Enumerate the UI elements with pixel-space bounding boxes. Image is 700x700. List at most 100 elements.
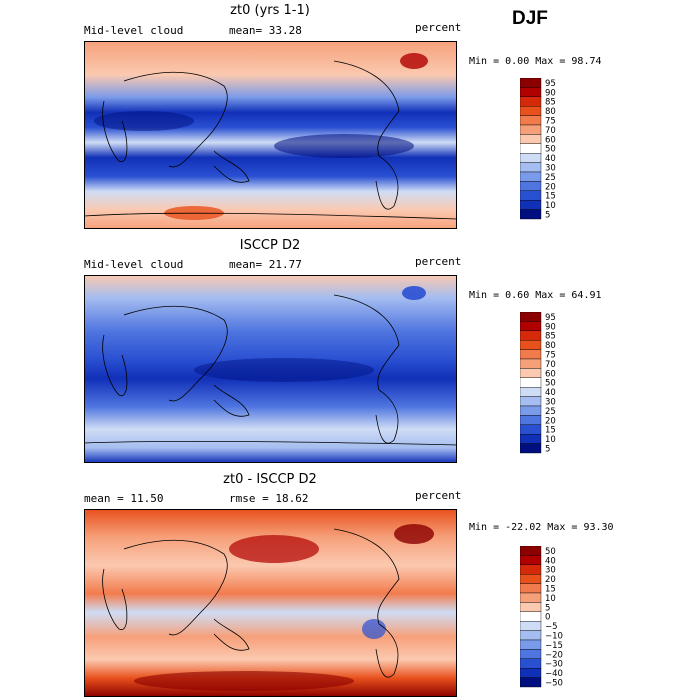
panel1-high-spot [400,53,428,69]
panel3-min-value: -22.02 [505,522,542,533]
colorbar-swatch [520,649,542,660]
panel3-min-label: Min = [469,522,500,533]
panel2-coast-australia [213,384,250,417]
colorbar-tick-label: 20 [545,182,556,192]
panel1-coast-africa [102,100,128,162]
colorbar-tick-label: 80 [545,107,556,117]
colorbar-swatch [520,162,542,173]
colorbar-tick-label: 30 [545,566,556,576]
panel1-mean: mean= 33.28 [229,24,302,37]
colorbar-tick-label: 5 [545,211,550,221]
panel2-frame [84,275,457,463]
panel1-coastlines [84,60,457,220]
panel3-pacific-high [229,535,319,563]
colorbar-swatch [520,115,542,126]
panel3-coast-eurasia [123,539,228,636]
colorbar-tick-label: −5 [545,622,558,632]
panel3-mean-label: mean = [84,492,124,505]
colorbar-tick-label: 80 [545,341,556,351]
colorbar-swatch [520,611,542,622]
colorbar-tick-label: 95 [545,313,556,323]
panel1-coast-namerica [333,60,400,157]
colorbar-tick-label: 10 [545,435,556,445]
colorbar-swatch [520,134,542,145]
panel3-south-high [134,671,354,691]
panel2-mean: mean= 21.77 [229,258,302,271]
colorbar-tick-label: 20 [545,575,556,585]
colorbar-tick-label: 30 [545,398,556,408]
panel3-max-value: 93.30 [583,522,614,533]
colorbar-tick-label: 95 [545,79,556,89]
panel2-max-label: Max = [535,290,566,301]
panel2-units: percent [415,255,462,268]
panel1-stats: Min = 0.00 Max = 98.74 [469,56,602,67]
panel1-max-value: 98.74 [571,56,602,67]
colorbar-swatch [520,677,542,688]
colorbar-tick-label: −50 [545,679,563,689]
panel1-coast-antarctica [84,212,457,220]
colorbar-swatch [520,349,542,360]
panel2-mean-label: mean= [229,258,263,271]
panel3-rmse-label: rmse = [229,492,269,505]
colorbar-tick-label: 40 [545,556,556,566]
colorbar-swatch [520,321,542,331]
colorbar-tick-label: 15 [545,192,556,202]
colorbar-swatch [520,667,542,678]
panel2-coast-antarctica [84,440,457,446]
panel1-tropics-low [94,111,194,131]
panel2-map [84,275,457,463]
panel2-title: ISCCP D2 [239,238,301,253]
panel3-mean: mean = 11.50 [84,492,164,505]
panel3-rmse-value: 18.62 [275,492,309,505]
colorbar-swatch [520,199,542,210]
panel1-mean-value: 33.28 [268,24,302,37]
colorbar-tick-label: 50 [545,379,556,389]
colorbar-tick-label: −20 [545,650,563,660]
panel2-min-value: 0.60 [505,290,530,301]
colorbar-tick-label: 60 [545,369,556,379]
colorbar-tick-label: 90 [545,88,556,98]
panel2-mean-value: 21.77 [268,258,302,271]
panel3-stats: Min = -22.02 Max = 93.30 [469,522,614,533]
colorbar-tick-label: 15 [545,585,556,595]
colorbar-tick-label: 40 [545,154,556,164]
colorbar-swatch [520,171,542,182]
panel1-max-label: Max = [535,56,566,67]
colorbar-tick-label: 90 [545,322,556,332]
colorbar-swatch [520,546,542,556]
colorbar-tick-label: 70 [545,360,556,370]
colorbar-swatch [520,377,542,388]
panel3-coast-namerica [333,528,400,625]
colorbar-tick-label: 60 [545,135,556,145]
panel3-max-label: Max = [547,522,578,533]
panel1-coast-eurasia [123,71,228,168]
colorbar-tick-label: 85 [545,98,556,108]
colorbar-tick-label: 0 [545,613,550,623]
colorbar-swatch [520,574,542,584]
panel3-coast-samerica [375,623,399,678]
colorbar-swatch [520,209,542,220]
panel1-min-value: 0.00 [505,56,530,67]
colorbar-tick-label: 5 [545,445,550,455]
panel3-frame [84,509,457,697]
colorbar-swatch [520,96,542,107]
colorbar-swatch [520,555,542,565]
colorbar-tick-label: 30 [545,164,556,174]
panel3-units: percent [415,489,462,502]
colorbar-swatch [520,190,542,201]
panel2-field [84,275,457,463]
panel3-low-spot [362,619,386,639]
colorbar-swatch [520,340,542,350]
colorbar-swatch [520,658,542,669]
colorbar-swatch [520,312,542,322]
colorbar-tick-label: 25 [545,173,556,183]
panel3-coast-africa [102,568,128,630]
panel2-min-label: Min = [469,290,500,301]
panel1-field [84,41,457,229]
panel3-mean-value: 11.50 [130,492,164,505]
colorbar-swatch [520,124,542,135]
colorbar-swatch [520,87,542,97]
colorbar-tick-label: 85 [545,332,556,342]
colorbar-swatch [520,386,542,397]
